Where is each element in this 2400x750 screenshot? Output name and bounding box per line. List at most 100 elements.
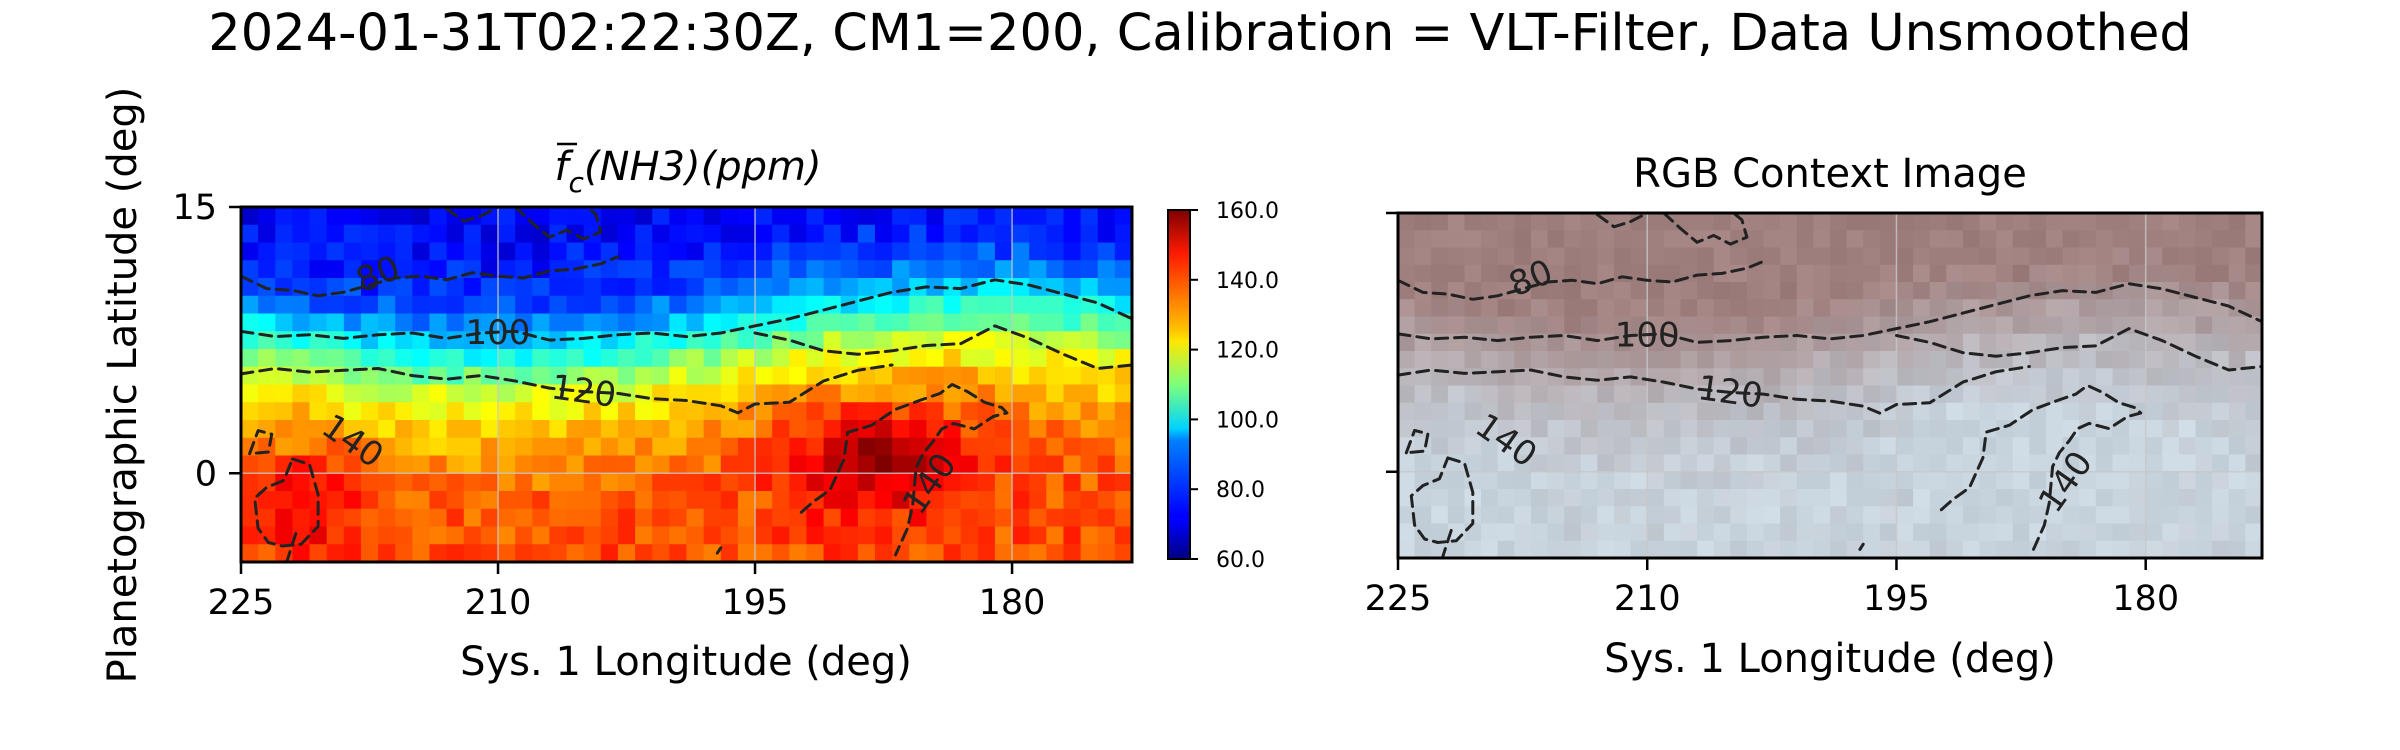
heatmap-cell	[994, 437, 1013, 457]
heatmap-cell	[857, 384, 876, 403]
heatmap-cell	[343, 402, 362, 421]
context-pixel	[1763, 316, 1781, 335]
context-pixel	[1979, 385, 1997, 404]
context-pixel	[1846, 282, 1864, 300]
context-pixel	[1830, 368, 1848, 387]
context-pixel	[1746, 351, 1765, 369]
context-pixel	[1946, 264, 1964, 283]
heatmap-cell	[1012, 313, 1030, 332]
heatmap-cell	[943, 526, 962, 545]
context-pixel	[1796, 402, 1814, 421]
heatmap-cell	[909, 295, 927, 315]
context-pixel	[1464, 213, 1482, 231]
context-pixel	[1697, 437, 1715, 456]
heatmap-cell	[1046, 473, 1065, 492]
context-pixel	[2212, 230, 2230, 249]
heatmap-cell	[360, 295, 379, 315]
heatmap-cell	[258, 544, 276, 562]
context-pixel	[2062, 489, 2080, 507]
heatmap-cell	[755, 207, 773, 226]
context-pixel	[1813, 402, 1831, 421]
heatmap-cell	[532, 491, 551, 510]
heatmap-cell	[755, 437, 773, 457]
context-pixel	[1398, 264, 1416, 283]
heatmap-cell	[258, 224, 276, 244]
heatmap-cell	[1080, 313, 1099, 332]
context-pixel	[1497, 351, 1515, 369]
heatmap-cell	[566, 437, 585, 457]
heatmap-cell	[669, 224, 688, 244]
context-pixel	[1514, 351, 1532, 369]
context-pixel	[2029, 247, 2047, 266]
heatmap-cell	[1012, 508, 1030, 528]
context-pixel	[1896, 437, 1914, 456]
heatmap-cell	[1046, 207, 1065, 226]
heatmap-cell	[772, 349, 790, 368]
context-pixel	[2012, 506, 2030, 525]
context-pixel	[1530, 420, 1549, 438]
context-pixel	[2012, 213, 2030, 231]
context-pixel	[2245, 385, 2262, 404]
context-pixel	[1564, 489, 1582, 507]
heatmap-cell	[635, 278, 653, 297]
heatmap-cell	[446, 331, 465, 350]
heatmap-cell	[532, 420, 551, 439]
context-pixel	[1564, 264, 1582, 283]
context-pixel	[1580, 437, 1598, 456]
heatmap-cell	[823, 455, 842, 474]
context-pixel	[1564, 540, 1582, 558]
context-pixel	[2062, 213, 2080, 231]
heatmap-cell	[635, 526, 653, 545]
heatmap-cell	[395, 207, 413, 226]
heatmap-cell	[789, 242, 808, 261]
heatmap-cell	[892, 366, 910, 386]
heatmap-cell	[1097, 437, 1116, 457]
heatmap-cell	[720, 526, 739, 545]
heatmap-cell	[429, 544, 448, 562]
heatmap-cell	[309, 526, 328, 545]
heatmap-cell	[1063, 473, 1082, 492]
context-pixel	[1597, 299, 1615, 318]
heatmap-cell	[429, 437, 448, 457]
heatmap-cell	[343, 207, 362, 226]
heatmap-cell	[275, 349, 293, 368]
heatmap-cell	[292, 402, 311, 421]
heatmap-cell	[326, 224, 345, 244]
heatmap-cell	[498, 384, 516, 403]
heatmap-cell	[720, 295, 739, 315]
context-pixel	[1547, 230, 1565, 249]
context-pixel	[2095, 299, 2114, 318]
context-pixel	[1398, 506, 1416, 525]
heatmap-cell	[241, 295, 259, 315]
heatmap-cell	[772, 508, 790, 528]
heatmap-cell	[737, 437, 756, 457]
context-pixel	[1796, 506, 1814, 525]
context-pixel	[2245, 420, 2262, 438]
heatmap-cell	[652, 207, 670, 226]
context-pixel	[1431, 506, 1449, 525]
context-pixel	[1447, 368, 1466, 387]
context-pixel	[2178, 454, 2197, 473]
context-pixel	[1863, 385, 1881, 404]
heatmap-cell	[806, 224, 825, 244]
context-pixel	[2012, 420, 2030, 438]
heatmap-cell	[292, 508, 311, 528]
context-pixel	[1497, 471, 1515, 490]
heatmap-cell	[292, 437, 311, 457]
heatmap-cell	[600, 224, 619, 244]
heatmap-cell	[840, 331, 859, 350]
heatmap-cell	[583, 437, 602, 457]
context-pixel	[1647, 385, 1665, 404]
context-pixel	[2162, 299, 2180, 318]
context-pixel	[2195, 230, 2213, 249]
context-pixel	[1830, 316, 1848, 335]
x-tick-label: 210	[465, 583, 532, 623]
heatmap-cell	[755, 508, 773, 528]
heatmap-cell	[498, 544, 516, 562]
context-pixel	[1431, 351, 1449, 369]
heatmap-cell	[943, 384, 962, 403]
heatmap-cell	[275, 437, 293, 457]
context-pixel	[1464, 368, 1482, 387]
heatmap-cell	[857, 473, 876, 492]
context-pixel	[1398, 402, 1416, 421]
